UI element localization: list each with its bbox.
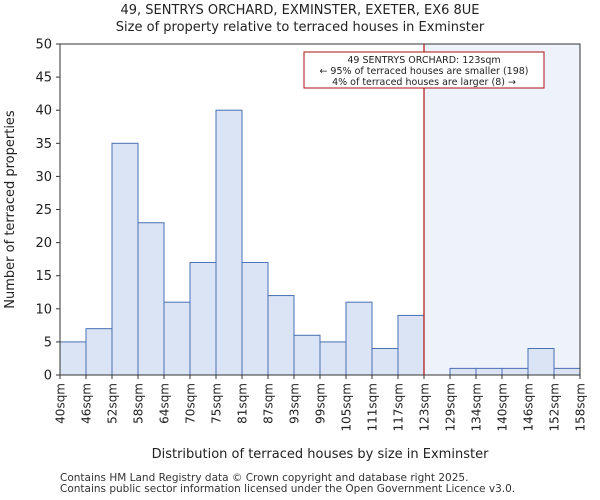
chart-subtitle: Size of property relative to terraced ho… [115,20,485,35]
x-tick-label-158sqm: 158sqm [574,383,588,431]
x-tick-label-117sqm: 117sqm [392,383,406,431]
y-tick-label-25: 25 [35,203,52,218]
y-axis-label: Number of terraced properties [3,110,18,309]
y-tick-label-10: 10 [35,302,52,317]
y-tick-label-45: 45 [35,71,52,86]
bar-99sqm [319,341,347,376]
x-tick-label-87sqm: 87sqm [262,383,276,424]
x-tick-label-111sqm: 111sqm [366,383,380,431]
histogram-chart: 0 5 10 15 20 25 30 35 40 45 50 40sqm 46sqm 52sqm 58sqm… [3,38,588,463]
bar-129sqm [449,367,477,376]
y-tick-label-20: 20 [35,236,52,251]
x-tick-label-93sqm: 93sqm [288,383,302,424]
y-tick-label-30: 30 [35,170,52,185]
footer: Contains HM Land Registry data © Crown c… [60,473,515,495]
y-tick-label-15: 15 [35,269,52,284]
x-axis-label: Distribution of terraced houses by size … [152,447,489,462]
x-tick-label-140sqm: 140sqm [496,383,510,431]
annotation-line-3: 4% of terraced houses are larger (8) → [332,77,516,88]
bar-140sqm [501,367,529,376]
x-tick-label-146sqm: 146sqm [522,383,536,431]
bar-64sqm [163,301,191,376]
bar-46sqm [85,328,113,376]
annotation-line-2: ← 95% of terraced houses are smaller (19… [319,66,528,77]
bar-105sqm [345,301,373,376]
bar-93sqm [293,334,321,376]
bar-152sqm [553,367,581,376]
x-tick-label-75sqm: 75sqm [210,383,224,424]
x-tick-label-64sqm: 64sqm [158,383,172,424]
x-tick-label-40sqm: 40sqm [54,383,68,424]
bar-40sqm [59,341,87,376]
x-tick-label-46sqm: 46sqm [80,383,94,424]
bar-58sqm [137,222,165,376]
bar-81sqm [241,261,269,376]
bar-146sqm [527,348,555,376]
annotation-line-1: 49 SENTRYS ORCHARD: 123sqm [347,55,500,66]
bar-134sqm [475,367,503,376]
highlight-region [424,44,580,375]
bar-111sqm [371,348,399,376]
x-tick-label-152sqm: 152sqm [548,383,562,431]
y-tick-label-35: 35 [35,137,52,152]
y-tick-label-5: 5 [44,335,52,350]
x-tick-label-99sqm: 99sqm [314,383,328,424]
x-tick-label-134sqm: 134sqm [470,383,484,431]
y-tick-label-40: 40 [35,104,52,119]
x-tick-label-81sqm: 81sqm [236,383,250,424]
footer-line-2: Contains public sector information licen… [60,483,516,495]
x-tick-label-123sqm: 123sqm [418,383,432,431]
y-tick-label-50: 50 [35,38,52,53]
y-tick-label-0: 0 [44,369,52,384]
x-tick-label-105sqm: 105sqm [340,383,354,431]
x-tick-label-70sqm: 70sqm [184,383,198,424]
bar-87sqm [267,295,295,376]
bar-75sqm [215,109,243,376]
annotation-box [303,51,545,89]
bar-52sqm [111,142,139,376]
bar-117sqm [397,314,425,376]
x-tick-label-129sqm: 129sqm [444,383,458,431]
x-tick-label-52sqm: 52sqm [106,383,120,424]
bar-70sqm [189,261,217,376]
x-tick-label-58sqm: 58sqm [132,383,146,424]
footer-line-1: Contains HM Land Registry data © Crown c… [60,472,469,484]
chart-title: 49, SENTRYS ORCHARD, EXMINSTER, EXETER, … [120,3,480,18]
